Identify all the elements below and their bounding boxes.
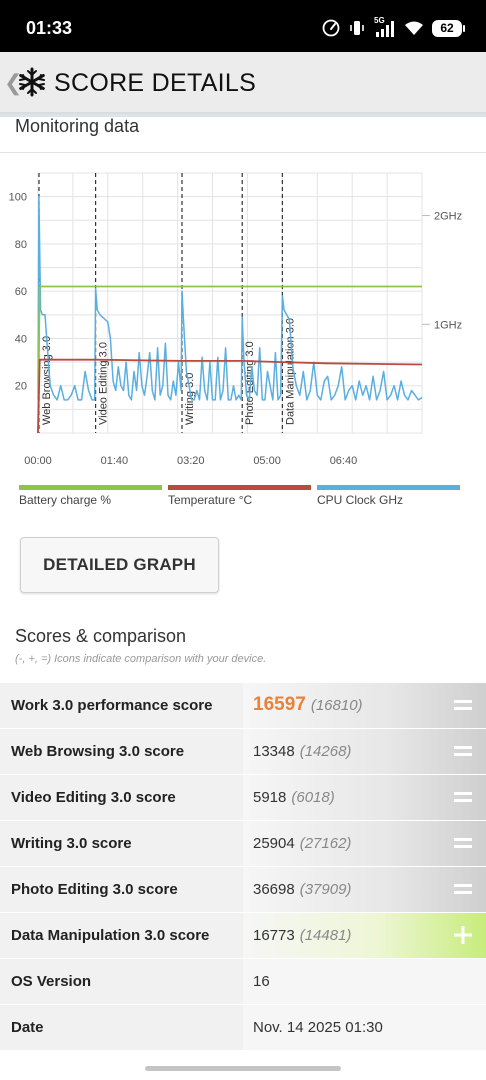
score-value: 16597 (16810) [253, 694, 363, 716]
legend-label: CPU Clock GHz [317, 493, 403, 507]
status-time: 01:33 [26, 18, 73, 38]
score-value: 25904 (27162) [253, 835, 351, 852]
series-line-1 [37, 358, 423, 434]
score-number: 16597 [253, 694, 306, 715]
score-label: Photo Editing 3.0 score [11, 881, 178, 898]
info-value: Nov. 14 2025 01:30 [253, 1019, 383, 1036]
chart-svg: Web Browsing 3.0 Video Editing 3.0 Writing… [9, 172, 462, 507]
info-row-os-version: OS Version 16 [0, 959, 486, 1005]
legend-label: Temperature °C [168, 493, 252, 507]
network-type: 5G [374, 16, 385, 25]
scores-table: Work 3.0 performance score 16597 (16810) … [0, 683, 486, 1051]
score-label: Video Editing 3.0 score [11, 789, 176, 806]
score-row-web-browsing: Web Browsing 3.0 score 13348 (14268) [0, 729, 486, 775]
score-label: Writing 3.0 score [11, 835, 132, 852]
info-row-date: Date Nov. 14 2025 01:30 [0, 1005, 486, 1051]
score-value: 36698 (37909) [253, 881, 351, 898]
score-compare: (27162) [299, 835, 352, 852]
score-compare: (6018) [291, 789, 335, 806]
score-label: Data Manipulation 3.0 score [11, 927, 210, 944]
equal-icon [454, 792, 472, 802]
score-compare: (37909) [299, 881, 352, 898]
info-label: Date [11, 1019, 44, 1036]
signal-icon [376, 21, 394, 37]
snowflake-icon [19, 67, 45, 97]
legend-swatch [317, 485, 460, 490]
x-tick-label: 01:40 [101, 455, 129, 467]
y-tick-label: 100 [9, 192, 27, 204]
page-title: SCORE DETAILS [54, 69, 257, 97]
x-tick-label: 00:00 [24, 455, 52, 467]
score-number: 13348 [253, 743, 295, 760]
monitoring-chart: Web Browsing 3.0 Video Editing 3.0 Writing… [0, 152, 486, 528]
vibrate-icon [350, 21, 364, 35]
marker-label: Web Browsing 3.0 [41, 336, 53, 425]
monitoring-title: Monitoring data [15, 116, 140, 136]
status-icons: 5G 62 [322, 16, 465, 39]
info-value: 16 [253, 973, 270, 990]
score-number: 5918 [253, 789, 287, 806]
score-value: 16773 (14481) [253, 927, 351, 944]
score-value: 5918 (6018) [253, 789, 335, 806]
section-divider [0, 114, 486, 117]
equal-icon [454, 746, 472, 756]
score-row-video-editing: Video Editing 3.0 score 5918 (6018) [0, 775, 486, 821]
y-right-tick-label: 2GHz [434, 211, 462, 223]
chart-ticks: 20 40 60 80 100 1GHz 2GHz 00:00 01:40 03:20 05:00 0… [9, 192, 462, 467]
status-bar: 01:33 5G 62 [0, 0, 486, 52]
equal-icon [454, 884, 472, 894]
chart-series [37, 195, 423, 434]
score-number: 16773 [253, 927, 295, 944]
detailed-graph-button[interactable]: DETAILED GRAPH [20, 537, 219, 593]
score-label: Work 3.0 performance score [11, 697, 213, 714]
equal-icon [454, 838, 472, 848]
marker-label: Data Manipulation 3.0 [284, 318, 296, 425]
chevron-left-icon[interactable]: ❮ [4, 70, 23, 95]
equal-icon [454, 700, 472, 710]
home-indicator[interactable] [145, 1066, 341, 1071]
legend-swatch [168, 485, 311, 490]
wifi-icon [405, 21, 423, 35]
scores-note: (-, +, =) Icons indicate comparison with… [15, 653, 267, 665]
info-label: OS Version [11, 973, 92, 990]
chart-legend: Battery charge % Temperature °C CPU Clock … [19, 485, 460, 507]
score-row-writing: Writing 3.0 score 25904 (27162) [0, 821, 486, 867]
y-tick-label: 80 [15, 239, 27, 251]
app-header: ❮ SCORE DETAILS [0, 52, 486, 114]
x-tick-label: 06:40 [330, 455, 358, 467]
y-tick-label: 40 [15, 333, 27, 345]
marker-label: Video Editing 3.0 [98, 342, 110, 425]
x-tick-label: 03:20 [177, 455, 205, 467]
score-label: Web Browsing 3.0 score [11, 743, 185, 760]
score-number: 36698 [253, 881, 295, 898]
score-row-photo-editing: Photo Editing 3.0 score 36698 (37909) [0, 867, 486, 913]
scores-title: Scores & comparison [15, 626, 187, 646]
x-tick-label: 05:00 [253, 455, 281, 467]
plus-icon [454, 926, 472, 944]
series-line-2 [37, 195, 423, 401]
score-value: 13348 (14268) [253, 743, 351, 760]
score-compare: (14268) [299, 743, 352, 760]
y-tick-label: 20 [15, 381, 27, 393]
score-row-data-manipulation: Data Manipulation 3.0 score 16773 (14481) [0, 913, 486, 959]
score-compare: (14481) [299, 927, 352, 944]
signal-group: 5G [374, 16, 396, 38]
score-row-work: Work 3.0 performance score 16597 (16810) [0, 683, 486, 729]
y-tick-label: 60 [15, 286, 27, 298]
score-number: 25904 [253, 835, 295, 852]
battery-icon: 62 [432, 19, 465, 37]
marker-label: Writing 3.0 [184, 373, 196, 425]
score-compare: (16810) [310, 697, 363, 714]
legend-label: Battery charge % [19, 493, 111, 507]
speedometer-icon [322, 19, 340, 37]
y-right-tick-label: 1GHz [434, 319, 462, 331]
legend-swatch [19, 485, 162, 490]
